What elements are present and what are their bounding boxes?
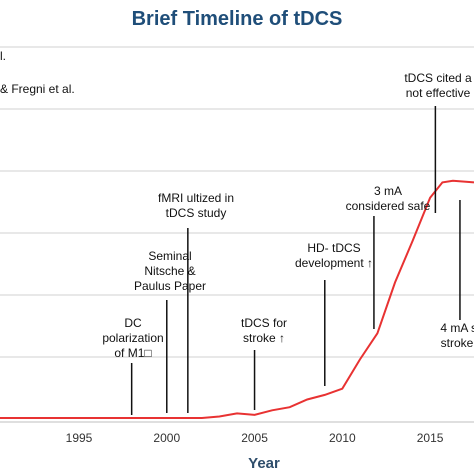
annotation-label: DC (124, 316, 142, 330)
annotation-label: Nitsche & (144, 264, 195, 278)
annotation-label: Seminal (148, 249, 191, 263)
x-axis-label: Year (248, 455, 280, 472)
annotation-label: HD- tDCS (307, 241, 360, 255)
annotation-label: polarization (102, 331, 163, 345)
x-tick-label: 2005 (241, 431, 268, 445)
annotation-label: considered safe (346, 199, 431, 213)
x-tick-labels: 1995 2000 2005 2010 2015 (66, 431, 444, 445)
annotation-label: 4 mA sa (440, 321, 474, 335)
x-tick-label: 2000 (153, 431, 180, 445)
x-tick-label: 2015 (417, 431, 444, 445)
annotation-label: of M1□ (114, 346, 151, 360)
annotation-label: Paulus Paper (134, 279, 206, 293)
annotation-leaders (130, 106, 461, 415)
series-layer (0, 179, 474, 419)
annotation-label: development ↑ (295, 256, 373, 270)
series-line (0, 179, 474, 419)
clipped-left-text: l. & Fregni et al. (0, 49, 75, 96)
x-tick-label: 2010 (329, 431, 356, 445)
x-tick-label: 1995 (66, 431, 93, 445)
annotation-label: tDCS study (166, 206, 227, 220)
clipped-annotation-text: & Fregni et al. (0, 82, 75, 96)
clipped-annotation-text: l. (0, 49, 6, 63)
gridlines (0, 46, 474, 423)
annotation-label: not effective (406, 86, 471, 100)
annotation-label: tDCS cited a (404, 71, 472, 85)
annotation-label: fMRI ultized in (158, 191, 234, 205)
chart-title: Brief Timeline of tDCS (132, 8, 343, 30)
annotation-label: 3 mA (374, 184, 402, 198)
annotation-label: stroke ↑ (243, 331, 285, 345)
annotation-label: tDCS for (241, 316, 287, 330)
annotation-label: stroke p (441, 336, 474, 350)
